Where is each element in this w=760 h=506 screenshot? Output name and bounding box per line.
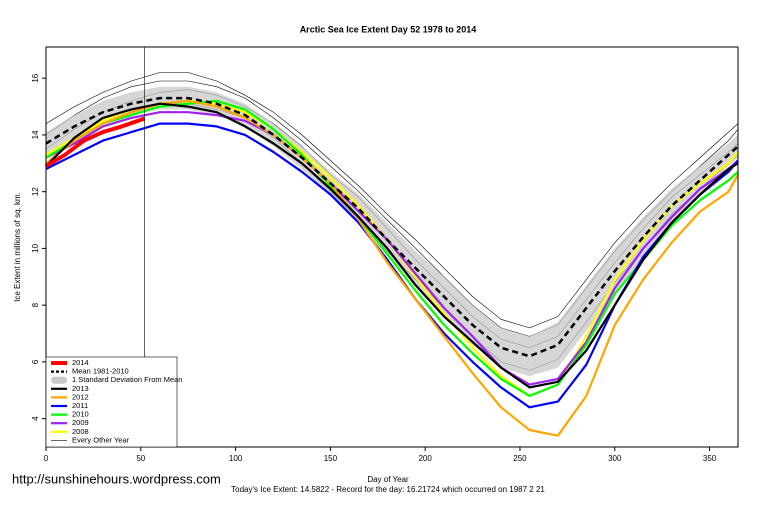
y-tick-label: 14	[31, 130, 40, 139]
x-axis-label: Day of Year	[367, 475, 409, 484]
legend-label: 2012	[72, 392, 89, 401]
std-band	[46, 86, 738, 377]
legend-label: 2014	[72, 358, 89, 367]
legend-label: 2010	[72, 410, 89, 419]
watermark: http://sunshinehours.wordpress.com	[12, 471, 221, 486]
y-tick-label: 6	[31, 359, 40, 364]
x-tick-label: 250	[513, 454, 527, 463]
x-tick-label: 0	[44, 454, 49, 463]
footer: Today's Ice Extent: 14.5822 - Record for…	[231, 485, 545, 494]
x-tick-label: 200	[418, 454, 432, 463]
series-line	[44, 116, 146, 168]
plot-frame	[45, 46, 739, 448]
legend-label: 2008	[72, 427, 89, 436]
legend-label: Every Other Year	[72, 435, 130, 444]
legend-label: 1 Standard Deviation From Mean	[72, 375, 182, 384]
legend-swatch	[51, 376, 67, 384]
x-tick-label: 100	[229, 454, 243, 463]
y-tick-label: 10	[31, 243, 40, 252]
y-tick-label: 8	[31, 302, 40, 307]
chart-title: Arctic Sea Ice Extent Day 52 1978 to 201…	[300, 24, 477, 34]
x-tick-label: 300	[608, 454, 622, 463]
series-line	[45, 102, 739, 389]
y-tick-label: 12	[31, 187, 40, 196]
x-tick-label: 350	[703, 454, 717, 463]
legend-label: 2011	[72, 401, 88, 410]
legend-box	[45, 356, 178, 448]
legend-label: 2013	[72, 384, 89, 393]
x-tick-label: 150	[324, 454, 338, 463]
legend-label: Mean 1981-2010	[72, 367, 129, 376]
y-tick-label: 4	[31, 416, 40, 421]
other-year-line	[45, 72, 739, 329]
legend-label: 2009	[72, 418, 89, 427]
series-line	[45, 111, 739, 386]
y-tick-label: 16	[31, 73, 40, 82]
y-axis-label: Ice Extent in millions of sq. km.	[13, 192, 22, 302]
series-line	[45, 96, 739, 358]
x-tick-label: 50	[136, 454, 145, 463]
